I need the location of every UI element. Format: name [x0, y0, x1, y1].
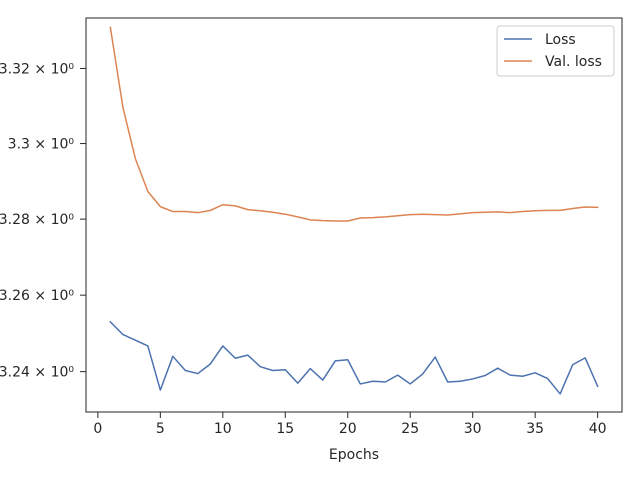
x-tick-label: 40 [589, 421, 607, 437]
plot-area [86, 18, 622, 412]
y-tick-label: 3.3 × 10⁰ [8, 137, 75, 153]
x-tick-label: 35 [526, 421, 544, 437]
series-lines [109, 26, 599, 395]
x-tick-label: 10 [214, 421, 232, 437]
y-tick-label: 3.28 × 10⁰ [0, 212, 74, 228]
series-line-0 [109, 320, 599, 395]
legend-entry: Loss [545, 32, 576, 48]
legend-entry: Val. loss [545, 54, 602, 70]
plot-frame [85, 17, 623, 413]
axes [85, 17, 623, 413]
x-axis-label: Epochs [329, 447, 379, 463]
x-axis-ticks: 0 5 10 15 20 25 30 35 40 [93, 412, 607, 437]
x-tick-label: 15 [276, 421, 294, 437]
y-axis-ticks: 3.24 × 10⁰ 3.26 × 10⁰ 3.28 × 10⁰ 3.3 × 10⁰ 3… [0, 61, 86, 381]
y-tick-label: 3.26 × 10⁰ [0, 288, 74, 304]
x-tick-label: 20 [339, 421, 357, 437]
x-tick-label: 30 [464, 421, 482, 437]
series-line-1 [109, 26, 599, 222]
legend: Loss Val. loss [496, 25, 615, 77]
y-tick-label: 3.32 × 10⁰ [0, 61, 74, 77]
x-tick-label: 0 [93, 421, 102, 437]
x-tick-label: 25 [401, 421, 419, 437]
y-tick-label: 3.24 × 10⁰ [0, 365, 74, 381]
x-tick-label: 5 [156, 421, 165, 437]
